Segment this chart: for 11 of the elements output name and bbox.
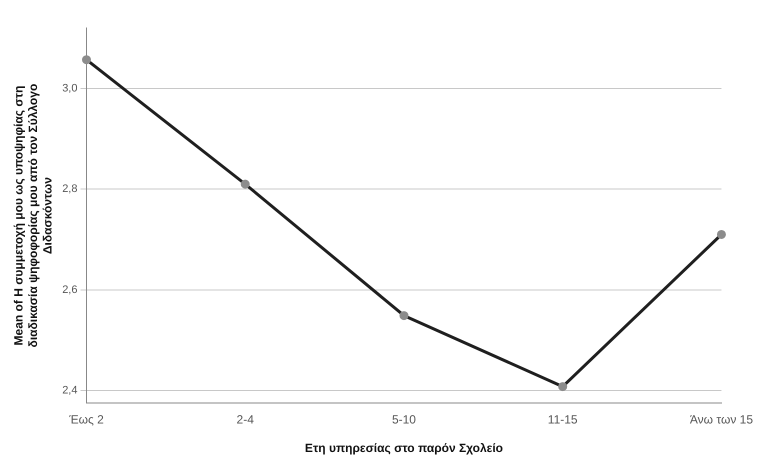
x-tick-label: Άνω των 15 <box>690 412 754 427</box>
x-tick-label: 11-15 <box>548 412 578 427</box>
y-tick-label: 2,8 <box>62 183 78 196</box>
y-tick-label: 2,4 <box>62 384 78 397</box>
y-tick-label: 2,6 <box>62 284 78 296</box>
x-tick-label: Έως 2 <box>68 412 104 427</box>
x-tick-label: 2-4 <box>236 412 254 427</box>
x-axis-title: Ετη υπηρεσίας στο παρόν Σχολείο <box>304 441 504 456</box>
y-tick-label: 3,0 <box>62 82 78 94</box>
y-axis-title: Mean of Η συμμετοχή μου ως υποψηφίας στη διαδικασία ψηφοφορίας μου από τον Σύλλογο Διδασκόντων <box>12 84 54 348</box>
x-tick-label: 5-10 <box>392 412 416 427</box>
